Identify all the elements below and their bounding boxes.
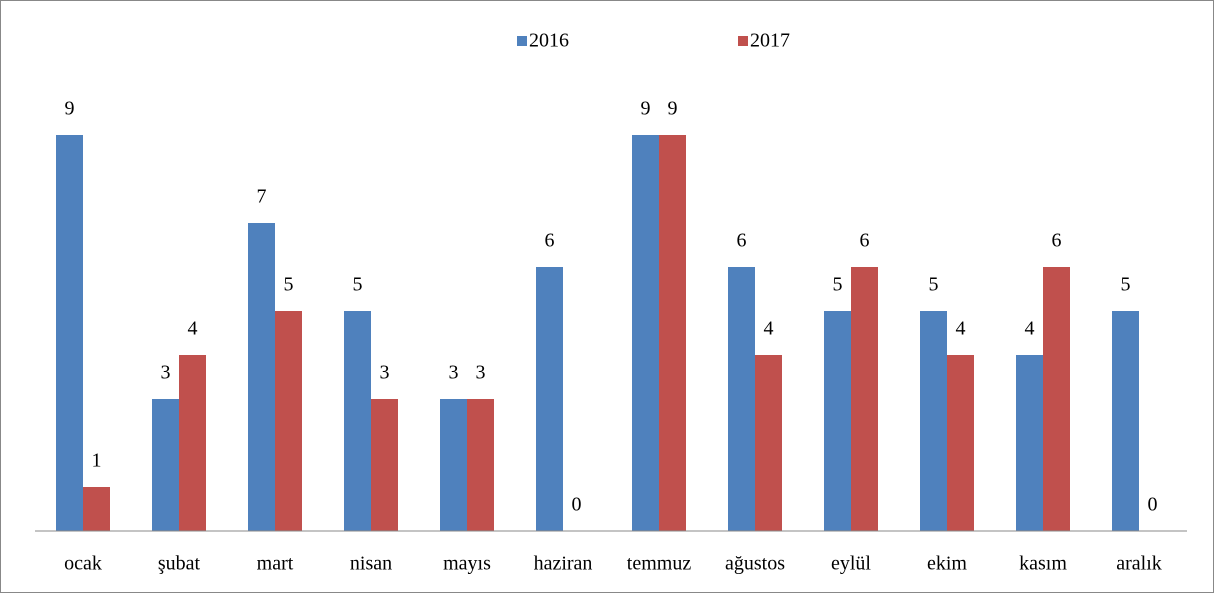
legend-swatch (738, 36, 748, 46)
data-label: 3 (380, 362, 390, 384)
data-label: 6 (737, 230, 747, 252)
x-tick-label: aralık (1116, 553, 1162, 575)
data-label: 4 (188, 318, 198, 340)
bar (467, 399, 494, 531)
bar (728, 267, 755, 531)
data-label: 3 (449, 362, 459, 384)
data-label: 0 (572, 494, 582, 516)
bar (824, 311, 851, 531)
bar (851, 267, 878, 531)
bar (1016, 355, 1043, 531)
x-tick-label: ekim (927, 553, 967, 575)
bar (248, 223, 275, 531)
bar (83, 487, 110, 531)
data-label: 5 (1121, 274, 1131, 296)
bar (344, 311, 371, 531)
bar (659, 135, 686, 531)
x-tick-label: nisan (350, 553, 392, 575)
data-label: 3 (161, 362, 171, 384)
bar (632, 135, 659, 531)
x-tick-label: mayıs (443, 553, 491, 575)
data-label: 7 (257, 186, 267, 208)
bar (440, 399, 467, 531)
bar (920, 311, 947, 531)
x-tick-label: kasım (1019, 553, 1067, 575)
x-tick-label: eylül (831, 553, 871, 575)
bar (275, 311, 302, 531)
legend-label: 2017 (750, 30, 790, 52)
x-tick-label: ağustos (725, 553, 785, 575)
data-label: 6 (860, 230, 870, 252)
bar (1112, 311, 1139, 531)
data-label: 5 (929, 274, 939, 296)
data-label: 4 (1025, 318, 1035, 340)
data-label: 4 (764, 318, 774, 340)
data-label: 1 (92, 450, 102, 472)
bar (536, 267, 563, 531)
bar (947, 355, 974, 531)
legend-swatch (517, 36, 527, 46)
data-label: 5 (833, 274, 843, 296)
x-tick-label: şubat (158, 553, 201, 575)
data-label: 3 (476, 362, 486, 384)
data-label: 9 (65, 98, 75, 120)
data-label: 5 (284, 274, 294, 296)
bar (179, 355, 206, 531)
x-tick-label: haziran (534, 553, 593, 575)
x-tick-label: ocak (64, 553, 102, 575)
bar (152, 399, 179, 531)
bar (56, 135, 83, 531)
x-tick-label: mart (257, 553, 294, 575)
bar (755, 355, 782, 531)
bar (371, 399, 398, 531)
data-label: 0 (1148, 494, 1158, 516)
data-label: 5 (353, 274, 363, 296)
x-tick-label: temmuz (627, 553, 692, 575)
data-label: 9 (641, 98, 651, 120)
legend-label: 2016 (529, 30, 569, 52)
data-label: 4 (956, 318, 966, 340)
data-label: 6 (1052, 230, 1062, 252)
data-label: 6 (545, 230, 555, 252)
bar (1043, 267, 1070, 531)
data-label: 9 (668, 98, 678, 120)
